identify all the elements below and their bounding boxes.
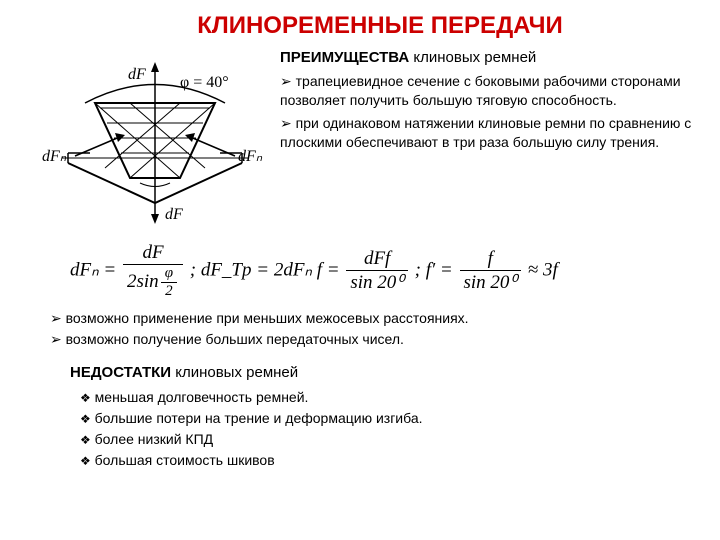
label-angle: φ = 40° xyxy=(180,74,229,92)
label-dFn-left: dFₙ xyxy=(42,146,66,166)
f1-den-top: 2sin xyxy=(127,271,159,292)
f1-den: 2sinφ2 xyxy=(123,265,183,300)
f3-num: f xyxy=(460,248,522,271)
advantages-heading: ПРЕИМУЩЕСТВА клиновых ремней xyxy=(280,48,700,68)
formula-row: dFₙ = dF2sinφ2 ; dF_Tp = 2dFₙ f = dFfsin… xyxy=(70,242,720,300)
disadv-item-1: ❖ меньшая долговечность ремней. xyxy=(80,387,720,408)
f1-den-inner-num: φ xyxy=(161,265,177,283)
disadvantages-block: ❖ меньшая долговечность ремней. ❖ больши… xyxy=(80,387,720,471)
label-dF-bottom: dF xyxy=(165,206,183,224)
disadvantages-heading: НЕДОСТАТКИ клиновых ремней xyxy=(70,364,720,381)
label-dFn-right: dFₙ xyxy=(238,146,262,166)
f1-lhs: dFₙ = xyxy=(70,259,121,280)
disadv-heading-light: клиновых ремней xyxy=(171,364,298,381)
diamond-bullet-icon: ❖ xyxy=(80,412,91,426)
f1-frac: dF2sinφ2 xyxy=(123,242,183,300)
page-title: КЛИНОРЕМЕННЫЕ ПЕРЕДАЧИ xyxy=(40,0,720,40)
adv-heading-bold: ПРЕИМУЩЕСТВА xyxy=(280,49,409,66)
mid-advantages: ➢ возможно применение при меньших межосе… xyxy=(50,308,720,350)
arrow-bullet-icon: ➢ xyxy=(280,73,292,89)
f3-frac: fsin 20⁰ xyxy=(460,248,522,294)
f2-den: sin 20⁰ xyxy=(346,271,408,294)
disadv-item-4-text: большая стоимость шкивов xyxy=(95,452,275,468)
arrow-bullet-icon: ➢ xyxy=(280,115,292,131)
sep2: ; xyxy=(410,259,426,280)
f3-tail: ≈ 3f xyxy=(523,259,558,280)
f1-den-inner-den: 2 xyxy=(161,283,177,300)
sep1: ; xyxy=(185,259,201,280)
f3-den: sin 20⁰ xyxy=(460,271,522,294)
disadv-item-3-text: более низкий КПД xyxy=(95,431,213,447)
disadv-heading-bold: НЕДОСТАТКИ xyxy=(70,364,171,381)
disadv-item-3: ❖ более низкий КПД xyxy=(80,429,720,450)
adv-item-1-text: трапециевидное сечение с боковыми рабочи… xyxy=(280,73,681,108)
f1-den-inner-frac: φ2 xyxy=(161,265,177,300)
diamond-bullet-icon: ❖ xyxy=(80,433,91,447)
label-dF-top: dF xyxy=(128,66,146,84)
disadv-item-4: ❖ большая стоимость шкивов xyxy=(80,450,720,471)
arrow-bullet-icon: ➢ xyxy=(50,331,62,347)
mid-item-2-text: возможно получение больших передаточных … xyxy=(66,331,404,347)
adv-heading-light: клиновых ремней xyxy=(409,49,536,66)
f2-lhs: dF_Tp = 2dFₙ f = xyxy=(201,259,345,280)
f2-frac: dFfsin 20⁰ xyxy=(346,248,408,294)
mid-item-2: ➢ возможно получение больших передаточны… xyxy=(50,329,720,350)
vbelt-diagram: dF φ = 40° dFₙ dFₙ dF xyxy=(40,48,270,228)
diamond-bullet-icon: ❖ xyxy=(80,391,91,405)
adv-item-1: ➢ трапециевидное сечение с боковыми рабо… xyxy=(280,72,700,110)
mid-item-1-text: возможно применение при меньших межосевы… xyxy=(66,310,469,326)
mid-item-1: ➢ возможно применение при меньших межосе… xyxy=(50,308,720,329)
arrow-bullet-icon: ➢ xyxy=(50,310,62,326)
advantages-block: ПРЕИМУЩЕСТВА клиновых ремней ➢ трапециев… xyxy=(280,48,720,228)
adv-item-2-text: при одинаковом натяжении клиновые ремни … xyxy=(280,115,691,150)
f1-num: dF xyxy=(123,242,183,265)
disadv-item-2-text: большие потери на трение и деформацию из… xyxy=(95,410,423,426)
disadv-item-1-text: меньшая долговечность ремней. xyxy=(95,389,309,405)
f3-lhs: f′ = xyxy=(426,259,458,280)
adv-item-2: ➢ при одинаковом натяжении клиновые ремн… xyxy=(280,114,700,152)
disadv-item-2: ❖ большие потери на трение и деформацию … xyxy=(80,408,720,429)
top-section: dF φ = 40° dFₙ dFₙ dF ПРЕИМУЩЕСТВА клино… xyxy=(0,48,720,228)
diamond-bullet-icon: ❖ xyxy=(80,454,91,468)
f2-num: dFf xyxy=(346,248,408,271)
